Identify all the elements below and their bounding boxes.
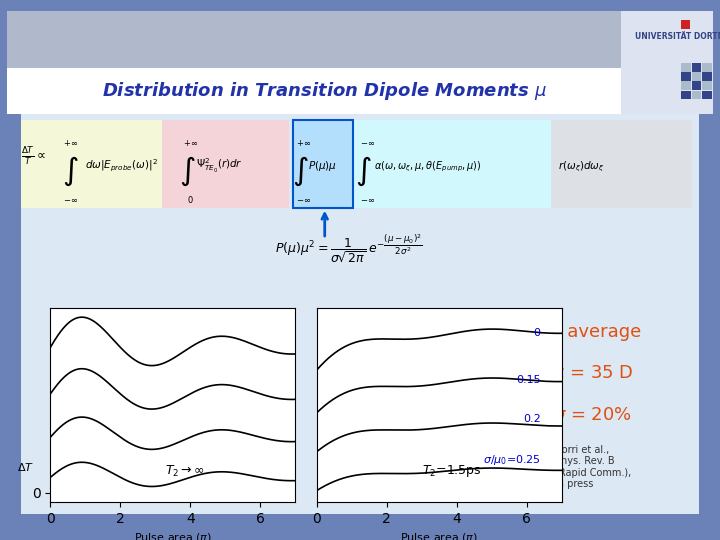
Bar xyxy=(681,63,690,72)
Bar xyxy=(353,120,551,208)
Text: $\int$: $\int$ xyxy=(355,155,372,188)
Text: $d\omega|E_{probe}(\omega)|^2$: $d\omega|E_{probe}(\omega)|^2$ xyxy=(85,158,158,174)
Text: $-\infty$: $-\infty$ xyxy=(359,139,374,147)
Text: $r(\omega_\xi)d\omega_\xi$: $r(\omega_\xi)d\omega_\xi$ xyxy=(557,159,604,173)
Bar xyxy=(7,68,628,114)
Text: $\frac{\Delta T}{T} \propto$: $\frac{\Delta T}{T} \propto$ xyxy=(22,145,46,167)
Bar xyxy=(621,11,713,114)
Bar xyxy=(702,72,712,81)
Bar xyxy=(702,91,712,99)
Text: $P(\mu)\mu$: $P(\mu)\mu$ xyxy=(308,159,338,173)
Text: 0: 0 xyxy=(534,328,541,338)
Text: $+\infty$: $+\infty$ xyxy=(63,138,78,147)
Bar xyxy=(681,19,690,29)
Text: $+\infty$: $+\infty$ xyxy=(296,138,311,147)
Bar xyxy=(681,82,690,90)
Text: $\sigma/\mu_0$=0.25: $\sigma/\mu_0$=0.25 xyxy=(483,453,541,467)
Text: 0.2: 0.2 xyxy=(523,414,541,424)
Bar xyxy=(692,91,701,99)
Bar xyxy=(681,91,690,99)
Text: $\alpha(\omega, \omega_\xi, \mu, \theta(E_{pump}, \mu))$: $\alpha(\omega, \omega_\xi, \mu, \theta(… xyxy=(374,159,482,173)
Text: $\Psi^2_{TE_0}(r)dr$: $\Psi^2_{TE_0}(r)dr$ xyxy=(196,157,243,176)
Text: UNIVERSITÄT DORTMUND: UNIVERSITÄT DORTMUND xyxy=(635,31,720,40)
Text: $P(\mu)\mu^2 = \dfrac{1}{\sigma\sqrt{2\pi}}\, e^{-\dfrac{(\mu-\mu_0)^2}{2\sigma^: $P(\mu)\mu^2 = \dfrac{1}{\sigma\sqrt{2\p… xyxy=(275,233,423,265)
Bar xyxy=(692,63,701,72)
Text: $-\infty$: $-\infty$ xyxy=(359,195,374,205)
Text: $-\infty$: $-\infty$ xyxy=(63,195,78,205)
Bar xyxy=(551,120,692,208)
Text: in average: in average xyxy=(545,323,641,341)
Text: Borri et al.,
Phys. Rev. B
(Rapid Comm.),
in press: Borri et al., Phys. Rev. B (Rapid Comm.)… xyxy=(554,444,631,489)
Bar xyxy=(681,72,690,81)
Bar xyxy=(702,63,712,72)
Text: $-\infty$: $-\infty$ xyxy=(296,195,311,205)
Bar xyxy=(293,120,353,208)
Bar xyxy=(702,82,712,90)
X-axis label: Pulse area ($\pi$): Pulse area ($\pi$) xyxy=(400,531,478,540)
Bar xyxy=(163,120,289,208)
Bar xyxy=(22,109,698,514)
Text: $T_2 \rightarrow \infty$: $T_2 \rightarrow \infty$ xyxy=(165,464,205,479)
Text: $0$: $0$ xyxy=(187,194,194,205)
Bar xyxy=(692,82,701,90)
X-axis label: Pulse area ($\pi$): Pulse area ($\pi$) xyxy=(134,531,212,540)
Text: $+\infty$: $+\infty$ xyxy=(183,138,198,147)
Text: $T_2$=1.5ps: $T_2$=1.5ps xyxy=(421,463,482,479)
Text: $\sigma$ = 20%: $\sigma$ = 20% xyxy=(554,406,632,424)
Bar xyxy=(293,120,353,208)
Text: 0.15: 0.15 xyxy=(516,375,541,384)
Y-axis label: $\Delta T$: $\Delta T$ xyxy=(17,461,35,473)
Text: $\int$: $\int$ xyxy=(63,155,79,188)
Text: $\mu$ = 35 D: $\mu$ = 35 D xyxy=(552,363,634,384)
Text: $\int$: $\int$ xyxy=(179,155,195,188)
Bar xyxy=(7,11,713,73)
Bar xyxy=(22,120,163,208)
Bar xyxy=(692,72,701,81)
Text: Distribution in Transition Dipole Moments $\mu$: Distribution in Transition Dipole Moment… xyxy=(102,80,547,102)
Text: $\int$: $\int$ xyxy=(292,155,308,188)
